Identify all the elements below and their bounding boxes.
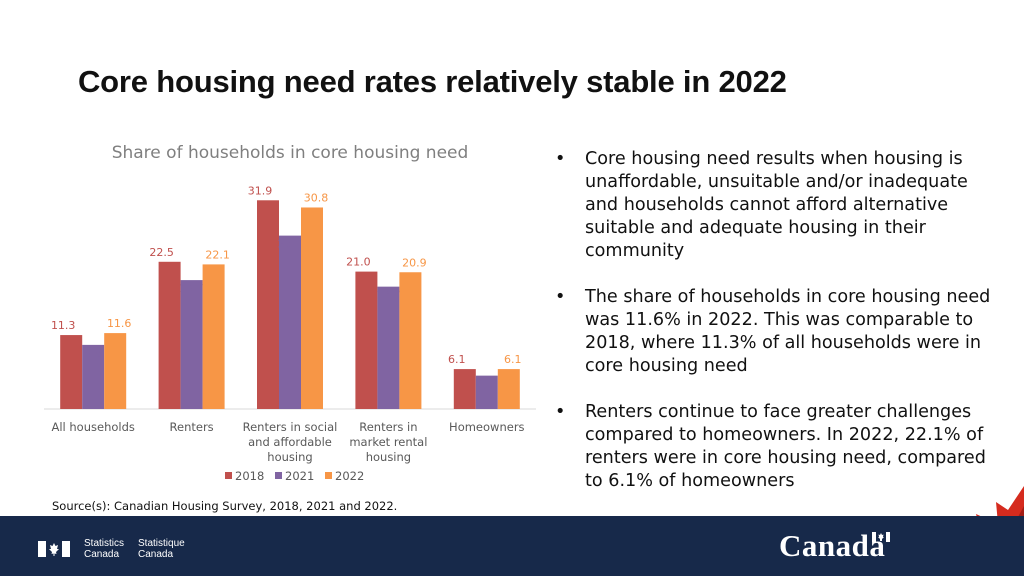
- bullet-dot: •: [555, 149, 566, 169]
- bar-2022: [301, 207, 323, 409]
- bullet-dot: •: [555, 402, 566, 422]
- bar-2022: [104, 333, 127, 409]
- category-label: and affordable: [248, 435, 332, 449]
- data-label: 26.5: [278, 238, 303, 251]
- category-label: All households: [51, 420, 134, 434]
- legend-label: 2018: [235, 469, 264, 483]
- legend-label: 2022: [335, 469, 364, 483]
- bar-2021: [377, 286, 400, 409]
- data-label: 9.8: [84, 347, 102, 360]
- bullet-item: • Core housing need results when housing …: [555, 148, 995, 263]
- bullet-text: Renters continue to face greater challen…: [585, 402, 986, 491]
- data-label: 22.1: [205, 248, 230, 261]
- legend-swatch: [225, 472, 232, 479]
- data-label: 6.1: [504, 353, 522, 366]
- statcan-en-line: Statistics: [84, 538, 125, 549]
- data-label: 11.3: [51, 319, 76, 332]
- legend-swatch: [275, 472, 282, 479]
- category-label: market rental: [349, 435, 427, 449]
- legend-label: 2021: [285, 469, 314, 483]
- data-label: 11.6: [107, 317, 132, 330]
- data-label: 5.1: [478, 378, 496, 391]
- bullet-text: Core housing need results when housing i…: [585, 149, 968, 261]
- data-label: 31.9: [248, 184, 273, 197]
- category-label: Renters: [170, 420, 214, 434]
- footer-bar: Statistics Canada Statistique Canada Can…: [0, 516, 1024, 576]
- data-label: 19.7: [179, 282, 204, 295]
- category-label: Renters in: [359, 420, 417, 434]
- data-label: 21.0: [346, 256, 371, 269]
- source-note: Source(s): Canadian Housing Survey, 2018…: [52, 499, 398, 513]
- bullet-list: • Core housing need results when housing …: [555, 148, 995, 516]
- category-label: housing: [366, 450, 411, 464]
- bar-2021: [180, 280, 203, 409]
- data-label: 22.5: [149, 246, 174, 259]
- bar-2018: [257, 200, 279, 409]
- bar-2021: [82, 344, 105, 409]
- data-label: 30.8: [304, 191, 329, 204]
- wordmark-flag-icon: [872, 532, 890, 542]
- bar-2021: [279, 235, 301, 409]
- data-label: 6.1: [448, 353, 466, 366]
- bar-2018: [60, 335, 83, 409]
- page-title: Core housing need rates relatively stabl…: [78, 64, 787, 99]
- data-label: 18.7: [376, 289, 401, 302]
- bar-2018: [453, 369, 476, 409]
- statcan-fr-line: Canada: [138, 549, 174, 560]
- statcan-name-english: Statistics Canada: [84, 538, 124, 560]
- bar-2022: [399, 272, 422, 409]
- bullet-text: The share of households in core housing …: [585, 287, 991, 376]
- bar-2022: [202, 264, 225, 409]
- statcan-en-line: Canada: [84, 549, 120, 560]
- bar-2022: [497, 369, 520, 409]
- category-label: Renters in social: [243, 420, 338, 434]
- category-label: housing: [267, 450, 312, 464]
- canada-wordmark: Canada: [779, 528, 886, 563]
- bullet-item: • The share of households in core housing…: [555, 286, 995, 378]
- data-label: 20.9: [402, 256, 427, 269]
- bar-2021: [475, 375, 498, 409]
- statcan-name-french: Statistique Canada: [138, 538, 185, 560]
- category-label: Homeowners: [449, 420, 525, 434]
- statcan-fr-line: Statistique: [138, 538, 185, 549]
- bar-chart: Share of households in core housing need…: [44, 143, 536, 483]
- bar-2018: [355, 271, 378, 409]
- bullet-dot: •: [555, 287, 566, 307]
- bar-2018: [158, 261, 181, 409]
- legend-swatch: [325, 472, 332, 479]
- canada-flag-icon: [38, 541, 70, 557]
- chart-title: Share of households in core housing need: [112, 143, 469, 163]
- bullet-item: • Renters continue to face greater challe…: [555, 401, 995, 493]
